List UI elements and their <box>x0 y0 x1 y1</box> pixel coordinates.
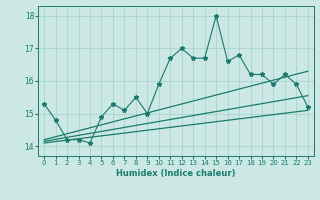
X-axis label: Humidex (Indice chaleur): Humidex (Indice chaleur) <box>116 169 236 178</box>
